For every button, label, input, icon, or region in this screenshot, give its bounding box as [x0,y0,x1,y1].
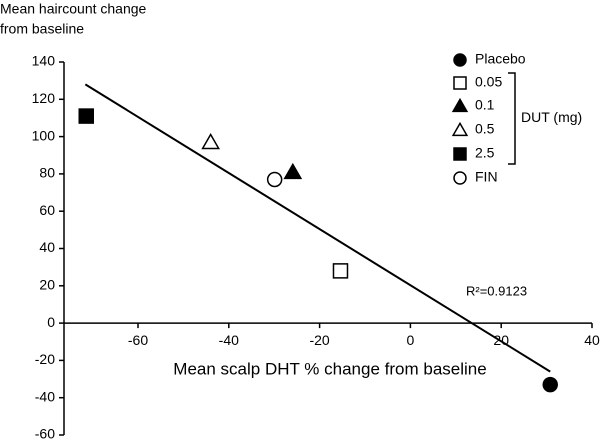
legend-marker [453,147,467,161]
x-axis-label: Mean scalp DHT % change from baseline [173,359,486,378]
x-tick-label: 40 [584,332,600,348]
x-tick-label: -20 [309,332,329,348]
y-tick-label: 100 [32,127,56,143]
legend-marker [453,53,467,67]
legend-marker [453,171,467,185]
x-tick-label: -40 [219,332,239,348]
legend-label: 0.5 [475,121,495,137]
point [332,263,349,279]
legend-bracket [508,72,516,165]
legend-label: 2.5 [475,145,495,161]
annotation: R²=0.9123 [466,283,527,298]
y-tick-label: 40 [39,239,55,255]
y-tick-label: 60 [39,202,55,218]
y-tick-label: -40 [35,388,55,404]
legend-marker [451,121,469,137]
point [542,376,558,393]
legend-group-label: DUT (mg) [521,109,582,125]
y-tick-label: 120 [32,90,56,106]
point [201,132,220,150]
legend-label: Placebo [475,51,526,67]
y-axis-label: from baseline [0,21,84,37]
y-tick-label: 0 [47,314,55,330]
y-tick-label: -20 [35,351,55,367]
legend-marker [453,76,467,90]
fit-line [84,83,551,373]
point [283,162,303,180]
x-tick-label: 0 [407,332,415,348]
point [266,171,283,188]
point [78,108,94,124]
y-tick-label: 140 [32,53,56,69]
y-axis-label: Mean haircount change [0,1,147,17]
y-tick-label: -60 [35,426,55,440]
legend-label: FIN [475,169,498,185]
y-tick-label: 80 [39,165,55,181]
y-tick-label: 20 [39,277,55,293]
legend-label: 0.05 [475,74,502,90]
legend-label: 0.1 [475,97,495,113]
x-tick-label: -60 [128,332,148,348]
legend-marker [451,97,469,113]
